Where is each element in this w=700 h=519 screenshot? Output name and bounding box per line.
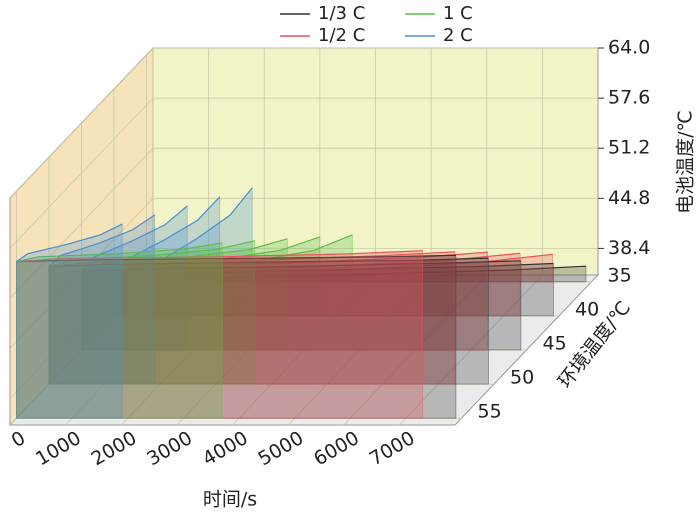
x-tick-label: 1000 (32, 427, 85, 470)
curve-line (16, 242, 223, 263)
curve-line (16, 250, 423, 263)
curve-line (48, 257, 489, 268)
legend-label: 2 C (443, 25, 473, 46)
z-tick-label: 35 (608, 264, 632, 286)
z-tick-label: 55 (478, 401, 502, 423)
curve-line (113, 252, 521, 278)
x-tick-label: 6000 (310, 427, 363, 470)
z-tick-label: 50 (510, 367, 534, 389)
y-tick-label: 57.6 (608, 87, 650, 109)
curve-line (81, 260, 521, 273)
x-tick-label: 7000 (366, 427, 419, 470)
y-tick-label: 51.2 (608, 137, 650, 159)
x-tick-label: 2000 (88, 427, 141, 470)
x-axis-label: 时间/s (203, 489, 257, 511)
curve-line (146, 253, 553, 283)
y-tick-label: 44.8 (608, 187, 650, 209)
x-tick-label: 3000 (143, 427, 196, 470)
curve-line (16, 254, 456, 263)
curve-line (146, 265, 586, 283)
z-tick-label: 40 (575, 298, 599, 320)
curve-line (48, 251, 456, 268)
curve-line (16, 223, 123, 263)
legend-label: 1 C (443, 3, 473, 24)
z-tick-label: 45 (543, 333, 567, 355)
legend-label: 1/3 C (318, 3, 365, 24)
curve-line (113, 262, 554, 278)
curve-line (48, 240, 255, 268)
y-tick-label: 38.4 (608, 237, 650, 259)
y-tick-label: 64.0 (608, 37, 650, 59)
legend-label: 1/2 C (318, 25, 365, 46)
x-tick-label: 0 (8, 427, 29, 452)
curve-line (113, 196, 221, 278)
x-tick-label: 5000 (254, 427, 307, 470)
y-axis-label: 电池温度/℃ (675, 110, 697, 214)
x-tick-label: 4000 (199, 427, 252, 470)
